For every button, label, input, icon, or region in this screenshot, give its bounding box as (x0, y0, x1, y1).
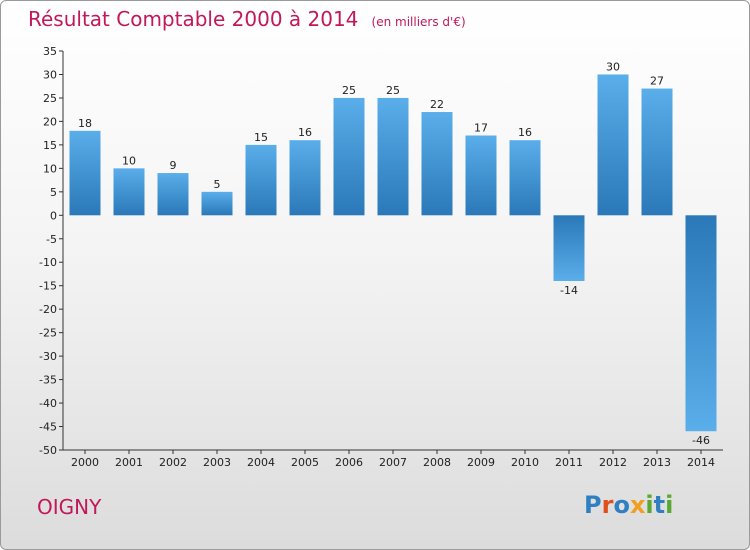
bar-2014 (685, 215, 717, 432)
y-tick-label: 0 (50, 209, 57, 222)
data-label-2009: 17 (474, 121, 488, 134)
data-label-2002: 9 (170, 159, 177, 172)
y-tick-label: 35 (43, 45, 57, 58)
y-tick-label: 5 (50, 186, 57, 199)
y-tick-label: -10 (39, 256, 57, 269)
data-label-2011: -14 (560, 284, 578, 297)
x-tick-label-2007: 2007 (379, 456, 407, 469)
logo-letter: o (613, 491, 630, 519)
x-tick-label-2001: 2001 (115, 456, 143, 469)
data-label-2013: 27 (650, 75, 664, 88)
logo-letter: P (584, 491, 602, 519)
proxiti-logo: Proxiti (584, 491, 673, 519)
x-tick-label-2008: 2008 (423, 456, 451, 469)
y-tick-label: -40 (39, 397, 57, 410)
y-tick-label: -20 (39, 303, 57, 316)
bar-2001 (113, 168, 145, 216)
data-label-2014: -46 (692, 434, 710, 447)
data-label-2007: 25 (386, 84, 400, 97)
y-tick-label: 20 (43, 115, 57, 128)
bar-2012 (597, 74, 629, 216)
bar-2011 (553, 215, 585, 282)
chart-subtitle: (en milliers d'€) (371, 15, 466, 29)
x-tick-label-2003: 2003 (203, 456, 231, 469)
x-tick-label-2009: 2009 (467, 456, 495, 469)
bar-2008 (421, 112, 453, 216)
x-tick-label-2010: 2010 (511, 456, 539, 469)
x-tick-label-2000: 2000 (71, 456, 99, 469)
x-tick-label-2002: 2002 (159, 456, 187, 469)
x-tick-label-2006: 2006 (335, 456, 363, 469)
bar-2005 (289, 140, 321, 216)
bar-2007 (377, 97, 409, 216)
x-tick-label-2011: 2011 (555, 456, 583, 469)
title-block: Résultat Comptable 2000 à 2014 (en milli… (28, 7, 466, 31)
bar-2004 (245, 144, 277, 216)
data-label-2000: 18 (78, 117, 92, 130)
logo-letter: i (645, 491, 654, 519)
x-tick-label-2004: 2004 (247, 456, 275, 469)
bar-2002 (157, 173, 189, 216)
chart-title: Résultat Comptable 2000 à 2014 (28, 7, 359, 31)
bar-2000 (69, 130, 101, 216)
commune-name: OIGNY (37, 495, 102, 519)
bar-2013 (641, 88, 673, 216)
x-tick-label-2005: 2005 (291, 456, 319, 469)
x-tick-label-2013: 2013 (643, 456, 671, 469)
bar-2006 (333, 97, 365, 216)
data-label-2001: 10 (122, 154, 136, 167)
y-tick-label: 10 (43, 162, 57, 175)
data-label-2012: 30 (606, 60, 620, 73)
y-tick-label: -50 (39, 444, 57, 457)
bar-2010 (509, 140, 541, 216)
logo-letter: x (629, 491, 646, 519)
y-tick-label: -25 (39, 327, 57, 340)
data-label-2008: 22 (430, 98, 444, 111)
y-tick-label: -45 (39, 421, 57, 434)
y-tick-label: 15 (43, 139, 57, 152)
y-tick-label: -35 (39, 374, 57, 387)
logo-letter: r (601, 491, 614, 519)
y-tick-label: -15 (39, 280, 57, 293)
data-label-2006: 25 (342, 84, 356, 97)
y-tick-label: -5 (46, 233, 57, 246)
logo-letter: t (653, 491, 666, 519)
data-label-2004: 15 (254, 131, 268, 144)
y-tick-label: 25 (43, 92, 57, 105)
x-tick-label-2012: 2012 (599, 456, 627, 469)
bar-2003 (201, 191, 233, 216)
y-tick-label: 30 (43, 68, 57, 81)
logo-letter: i (665, 491, 674, 519)
y-tick-label: -30 (39, 350, 57, 363)
data-label-2010: 16 (518, 126, 532, 139)
data-label-2003: 5 (214, 178, 221, 191)
bar-2009 (465, 135, 497, 216)
x-tick-label-2014: 2014 (687, 456, 715, 469)
data-label-2005: 16 (298, 126, 312, 139)
